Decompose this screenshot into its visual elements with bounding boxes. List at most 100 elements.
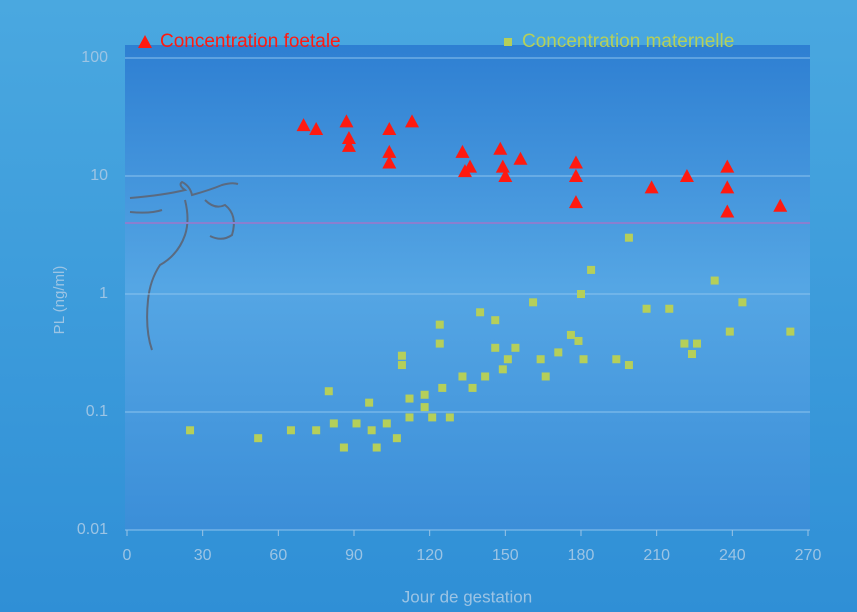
triangle-point [644, 180, 659, 194]
square-point [738, 298, 747, 307]
triangle-point [309, 122, 324, 136]
triangle-point [568, 195, 583, 209]
square-point [503, 355, 512, 364]
square-point [536, 355, 545, 364]
square-point [186, 426, 195, 435]
square-point [574, 336, 583, 345]
square-point [405, 413, 414, 422]
x-tick-label: 210 [643, 547, 670, 564]
triangle-point [568, 169, 583, 182]
x-tick-label: 180 [568, 547, 595, 564]
square-point [541, 372, 550, 381]
triangle-point [568, 155, 583, 169]
cow-sketch [129, 180, 239, 351]
square-point [476, 308, 485, 317]
x-tick-label: 240 [719, 547, 746, 564]
square-point [428, 413, 437, 422]
square-point [352, 419, 361, 428]
y-axis-label: PL (ng/ml) [51, 266, 68, 335]
triangle-point [382, 155, 397, 169]
square-point [642, 304, 651, 313]
x-tick-label: 150 [492, 547, 519, 564]
square-point [566, 330, 575, 339]
square-point [372, 443, 381, 452]
triangle-point [463, 159, 478, 173]
square-point [481, 372, 490, 381]
square-point [286, 426, 295, 435]
square-point [612, 355, 621, 364]
legend-label: Concentration maternelle [522, 31, 734, 52]
square-point [579, 355, 588, 364]
square-point [397, 361, 406, 370]
x-tick-label: 30 [194, 547, 212, 564]
triangle-point [493, 141, 508, 155]
square-point [435, 339, 444, 348]
triangle-point [720, 204, 735, 218]
square-point [312, 426, 321, 435]
legend-label: Concentration foetale [160, 31, 341, 52]
triangle-point [405, 114, 420, 128]
x-tick-label: 60 [269, 547, 287, 564]
square-point [498, 365, 507, 374]
triangle-point [495, 159, 510, 173]
square-point [491, 316, 500, 325]
triangle-point [679, 169, 694, 182]
x-tick-label: 90 [345, 547, 363, 564]
square-point [365, 398, 374, 407]
triangle-point [296, 118, 311, 132]
square-point [339, 443, 348, 452]
y-tick-label: 0.1 [86, 403, 108, 420]
square-point [420, 403, 429, 412]
y-tick-label: 1 [99, 285, 108, 302]
square-point [367, 426, 376, 435]
square-point [329, 419, 338, 428]
square-point [435, 320, 444, 329]
square-point [587, 265, 596, 274]
square-point [382, 419, 391, 428]
square-point [529, 298, 538, 307]
square-point [554, 348, 563, 357]
square-point [687, 350, 696, 359]
triangle-point [341, 138, 356, 152]
y-tick-label: 100 [81, 49, 108, 66]
square-point [710, 276, 719, 285]
x-tick-label: 120 [416, 547, 443, 564]
square-point [420, 390, 429, 399]
square-point [693, 339, 702, 348]
triangle-point [138, 35, 152, 48]
triangle-point [720, 180, 735, 194]
square-point [397, 351, 406, 360]
triangle-point [498, 169, 513, 182]
x-tick-label: 0 [123, 547, 132, 564]
triangle-point [720, 159, 735, 173]
plot-area [125, 45, 810, 530]
triangle-point [382, 144, 397, 158]
square-point [491, 343, 500, 352]
square-point [680, 339, 689, 348]
y-tick-label: 0.01 [77, 521, 108, 538]
square-point [254, 434, 263, 443]
triangle-point [382, 122, 397, 136]
square-point [392, 434, 401, 443]
square-point [577, 290, 585, 298]
square-point [458, 372, 467, 381]
triangle-point [455, 144, 470, 158]
triangle-point [773, 198, 788, 212]
square-point [725, 327, 734, 336]
square-point [786, 327, 795, 336]
square-point [324, 387, 333, 396]
triangle-point [341, 130, 356, 144]
triangle-point [339, 114, 354, 128]
square-point [438, 383, 447, 392]
square-point [468, 383, 477, 392]
x-tick-label: 270 [795, 547, 822, 564]
square-point [511, 343, 520, 352]
triangle-point [513, 151, 528, 165]
x-axis-label: Jour de gestation [402, 587, 532, 606]
square-point [665, 304, 674, 313]
square-point [445, 413, 454, 422]
square-point [405, 394, 414, 403]
square-point [624, 361, 633, 370]
y-tick-label: 10 [90, 167, 108, 184]
